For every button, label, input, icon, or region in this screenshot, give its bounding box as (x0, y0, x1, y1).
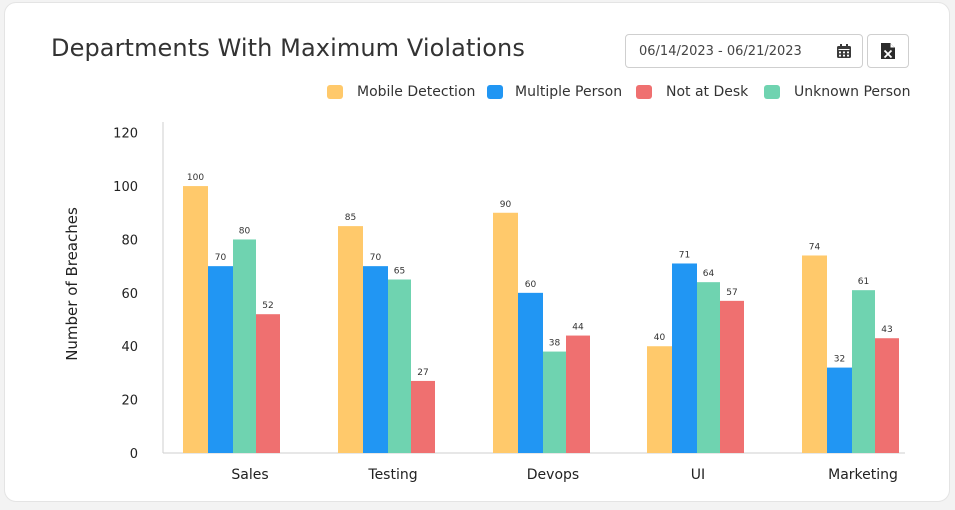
bar-unknown-person[interactable] (233, 239, 256, 453)
data-label: 38 (549, 339, 561, 349)
bar-not-at-desk[interactable] (566, 335, 590, 453)
bar-mobile-detection[interactable] (802, 255, 827, 453)
legend-swatch (327, 85, 343, 99)
date-range-value: 06/14/2023 - 06/21/2023 (639, 43, 802, 59)
data-label: 32 (834, 355, 845, 365)
chart-legend: Mobile Detection Multiple Person Not at … (0, 84, 955, 104)
data-label: 64 (703, 269, 715, 279)
x-tick-label: Sales (231, 467, 268, 483)
data-label: 43 (881, 325, 892, 335)
data-label: 85 (345, 213, 356, 223)
bar-mobile-detection[interactable] (647, 346, 672, 453)
data-label: 71 (679, 250, 690, 260)
data-label: 80 (239, 226, 251, 236)
bar-unknown-person[interactable] (388, 279, 411, 454)
y-tick-label: 80 (121, 233, 138, 248)
bar-multiple-person[interactable] (363, 266, 388, 453)
data-label: 40 (654, 333, 666, 343)
page-title: Departments With Maximum Violations (51, 34, 525, 62)
data-label: 52 (262, 301, 273, 311)
bar-unknown-person[interactable] (697, 282, 720, 453)
data-label: 74 (809, 242, 821, 252)
calendar-icon[interactable] (836, 44, 852, 59)
data-label: 60 (525, 280, 537, 290)
y-tick-label: 40 (121, 340, 138, 355)
bar-mobile-detection[interactable] (183, 186, 208, 454)
y-tick-label: 100 (113, 180, 138, 195)
excel-file-icon (881, 43, 895, 59)
bar-multiple-person[interactable] (208, 266, 233, 453)
legend-label: Mobile Detection (357, 84, 476, 100)
date-range-picker[interactable]: 06/14/2023 - 06/21/2023 (625, 34, 863, 68)
x-tick-label: Marketing (828, 467, 898, 483)
y-tick-label: 20 (121, 394, 138, 409)
data-label: 57 (726, 288, 737, 298)
legend-swatch (636, 85, 652, 99)
data-label: 90 (500, 200, 512, 210)
data-label: 65 (394, 267, 405, 277)
bar-mobile-detection[interactable] (493, 212, 518, 453)
legend-swatch (487, 85, 503, 99)
bar-multiple-person[interactable] (518, 292, 543, 453)
y-tick-label: 120 (113, 127, 138, 142)
bar-not-at-desk[interactable] (256, 314, 280, 453)
y-tick-label: 60 (121, 287, 138, 302)
data-label: 70 (215, 253, 227, 263)
legend-label: Unknown Person (794, 84, 911, 100)
legend-swatch (764, 85, 780, 99)
bar-multiple-person[interactable] (672, 263, 697, 453)
data-label: 61 (858, 277, 869, 287)
data-label: 27 (417, 368, 428, 378)
bar-multiple-person[interactable] (827, 367, 852, 453)
x-tick-label: Devops (527, 467, 579, 483)
legend-label: Not at Desk (666, 84, 749, 100)
bar-unknown-person[interactable] (543, 351, 566, 453)
y-tick-label: 0 (130, 447, 138, 462)
bar-unknown-person[interactable] (852, 290, 875, 453)
bar-mobile-detection[interactable] (338, 226, 363, 453)
legend-label: Multiple Person (515, 84, 623, 100)
bar-not-at-desk[interactable] (411, 380, 435, 453)
x-tick-label: Testing (367, 467, 417, 483)
x-tick-label: UI (691, 467, 705, 483)
legend-item[interactable]: Unknown Person (764, 84, 910, 100)
export-excel-button[interactable] (867, 34, 909, 68)
data-label: 44 (572, 323, 584, 333)
legend-item[interactable]: Not at Desk (636, 84, 748, 100)
bar-not-at-desk[interactable] (720, 300, 744, 453)
data-label: 70 (370, 253, 382, 263)
chart-card: Departments With Maximum Violations 06/1… (4, 2, 950, 502)
bar-not-at-desk[interactable] (875, 338, 899, 453)
legend-item[interactable]: Mobile Detection (327, 84, 475, 100)
data-label: 100 (187, 173, 204, 183)
legend-item[interactable]: Multiple Person (487, 84, 622, 100)
